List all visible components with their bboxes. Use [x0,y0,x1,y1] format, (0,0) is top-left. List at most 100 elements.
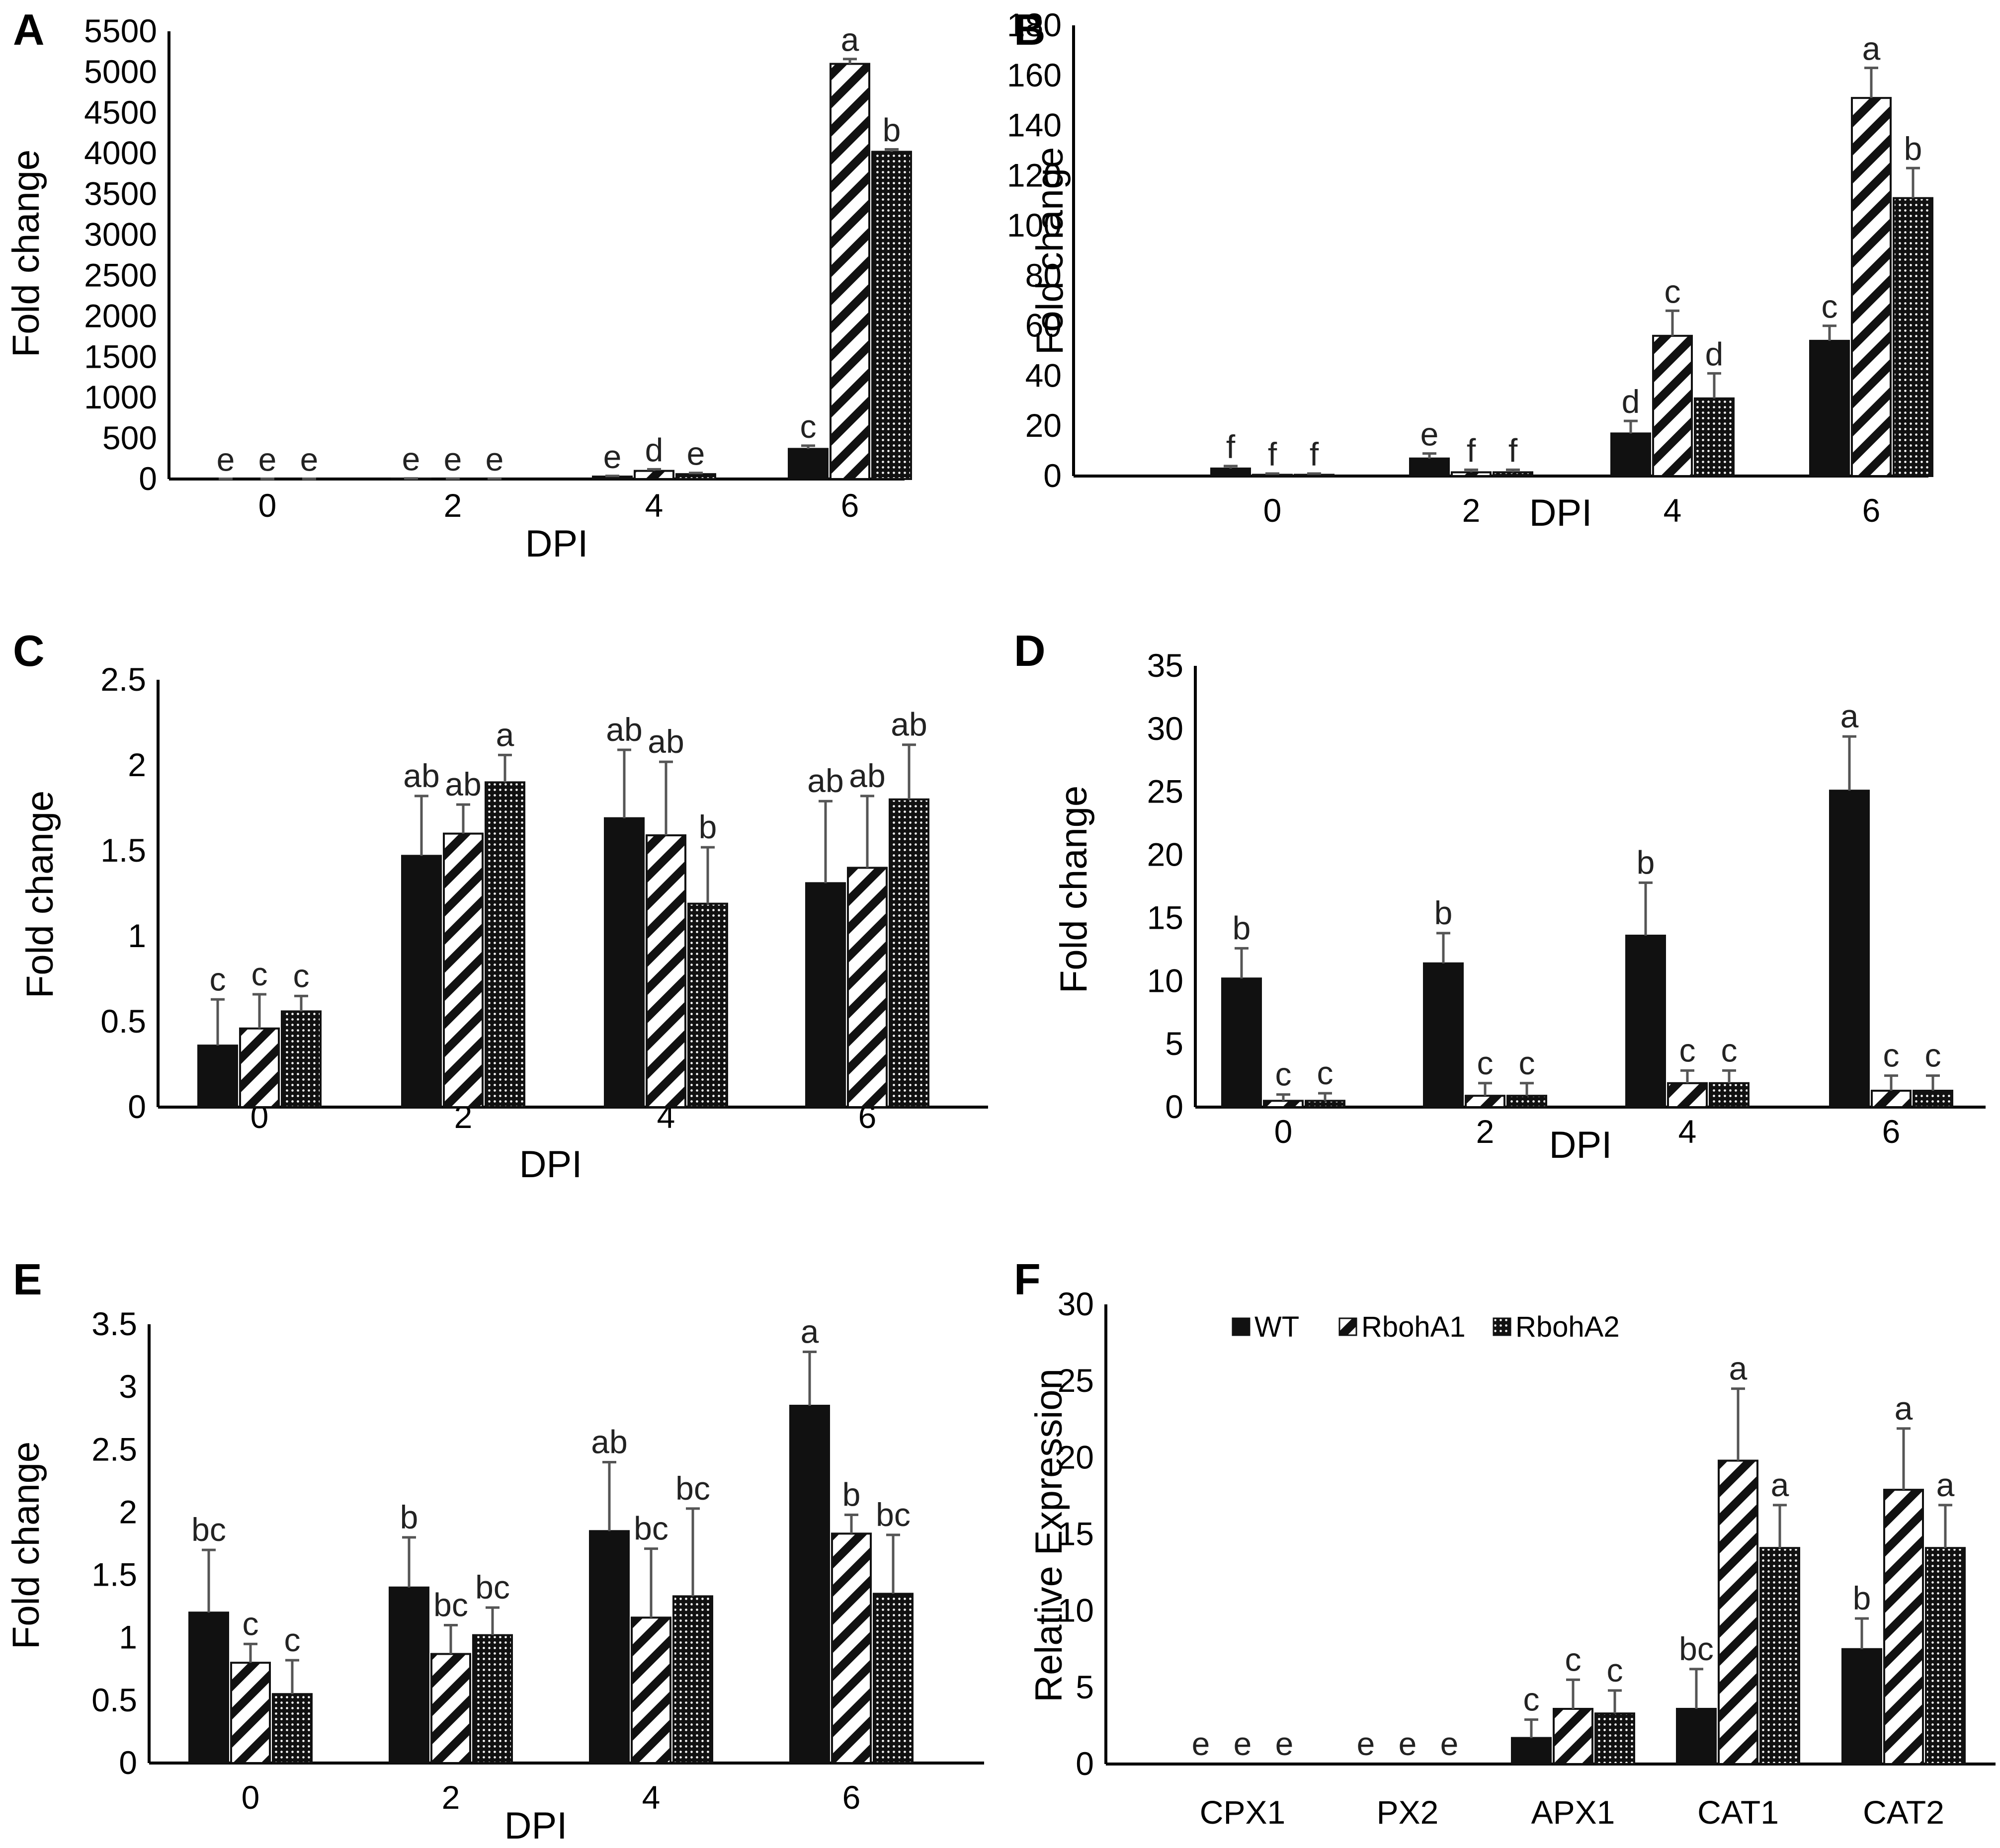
y-tick-label: 2.5 [100,661,146,698]
bar-wt [1511,1737,1552,1765]
y-tick-label: 10 [1147,962,1183,999]
y-axis-title: Fold change [5,1442,47,1649]
y-tick-label: 30 [1147,710,1183,747]
y-tick-label: 25 [1147,773,1183,810]
significance-label: a [1862,30,1881,67]
y-tick-label: 0 [1165,1088,1183,1125]
x-tick-label: 4 [1678,1113,1697,1150]
significance-label: bc [634,1510,668,1547]
significance-label: bc [1679,1630,1714,1667]
bar-rboha2 [889,798,929,1109]
significance-label: a [801,1313,819,1350]
x-tick-label: 6 [841,487,859,524]
bar-wt [389,1586,429,1765]
x-axis-title: DPI [1529,492,1592,534]
bar-rboha2 [687,902,728,1108]
significance-label: c [1477,1045,1494,1081]
significance-label: e [444,441,462,478]
panel-b: B 0 20 40 60 80 100 120 140 160 180 Fold change DPI 0… [1007,5,1933,534]
y-axis-title: Fold change [5,150,47,357]
y-tick-label: 3.5 [91,1305,137,1342]
y-tick-label: 1 [128,917,146,954]
x-tick-label: 2 [444,487,462,524]
significance-label: c [1523,1681,1540,1718]
x-axis-title: DPI [525,523,588,565]
y-tick-label: 0 [128,1088,146,1125]
significance-label: ab [606,711,642,748]
x-tick-label: 6 [842,1779,861,1816]
bar-wt [604,817,645,1108]
significance-label: f [1226,428,1236,465]
x-tick-label: 4 [642,1779,661,1816]
y-tick-label: 180 [1007,6,1062,43]
panel-letter: A [13,5,45,54]
y-tick-label: 0 [1043,457,1062,494]
legend-swatch-rboha1 [1338,1317,1357,1336]
bar-rboha1 [631,1616,671,1765]
bar-rboha2 [1759,1547,1800,1765]
bar-wt [1423,962,1464,1109]
legend-swatch-rboha2 [1493,1317,1511,1336]
y-axis-title: Relative Expression [1028,1368,1070,1702]
x-tick-label: APX1 [1531,1794,1615,1831]
significance-label: c [1519,1045,1535,1081]
bar-rboha2 [672,1595,713,1764]
significance-label: b [1853,1580,1871,1616]
significance-label: b [1233,909,1251,946]
bar-wt [1809,339,1850,478]
x-tick-label: PX2 [1377,1794,1439,1831]
significance-label: f [1310,436,1319,473]
significance-label: e [486,441,504,478]
significance-label: e [1192,1725,1210,1762]
significance-label: ab [648,723,684,760]
y-axis-title: Fold change [1029,147,1071,355]
significance-label: c [800,408,817,445]
significance-label: e [402,441,420,478]
significance-label: a [1771,1466,1789,1503]
y-tick-label: 5000 [84,53,157,90]
significance-label: b [842,1476,861,1513]
x-tick-label: 0 [258,487,277,524]
significance-label: c [1883,1037,1900,1074]
bar-wt [1625,934,1666,1109]
bar-wt [1221,977,1262,1108]
significance-label: bc [191,1511,226,1548]
significance-label: b [1904,130,1922,167]
significance-label: bc [433,1586,468,1623]
significance-label: e [687,435,705,472]
significance-label: e [258,441,277,478]
bar-rboha2 [1925,1547,1966,1765]
bar-wt [1210,467,1251,478]
significance-label: c [1679,1032,1696,1068]
bar-rboha2 [1913,1090,1953,1108]
significance-label: b [699,808,717,845]
bar-rboha1 [430,1653,471,1765]
significance-label: b [1434,894,1453,931]
panel-letter: C [13,626,45,675]
significance-label: c [1565,1641,1582,1678]
bar-wt [805,882,846,1108]
significance-label: e [1275,1725,1294,1762]
bar-rboha1 [831,1532,872,1764]
bar-rboha1 [443,832,484,1108]
y-tick-label: 80 [1025,257,1062,294]
significance-label: ab [591,1424,627,1460]
bar-rboha2 [281,1010,322,1108]
significance-label: e [217,441,235,478]
bar-rboha1 [1451,471,1492,477]
y-tick-label: 60 [1025,307,1062,344]
bar-rboha1 [1883,1489,1924,1765]
y-tick-label: 0 [139,460,157,497]
bar-rboha2 [485,781,525,1108]
bar-rboha2 [675,473,716,480]
y-tick-label: 3500 [84,175,157,212]
bar-rboha2 [1893,197,1933,477]
y-tick-label: 1500 [84,338,157,375]
y-tick-label: 20 [1058,1439,1094,1475]
y-axis-title: Fold change [1053,786,1095,993]
